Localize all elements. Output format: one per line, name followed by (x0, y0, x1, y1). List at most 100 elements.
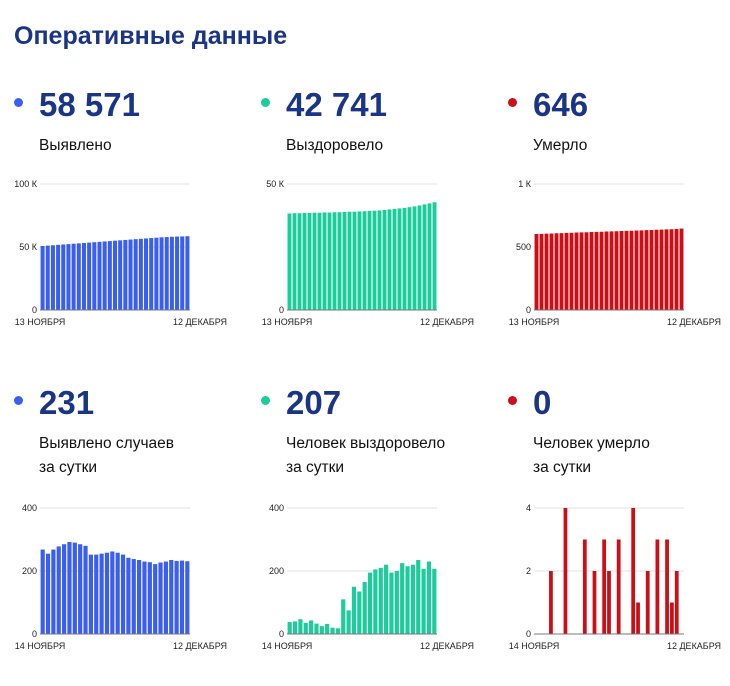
bar (154, 237, 159, 310)
bar (81, 242, 86, 310)
bar (153, 564, 158, 634)
bar (332, 212, 337, 310)
bar (579, 232, 584, 310)
y-tick-label: 2 (526, 566, 531, 576)
deaths-daily-chart: 0 2 4 14 НОЯБРЯ 12 ДЕКАБРЯ (508, 503, 722, 666)
bar (619, 230, 624, 310)
bar (307, 212, 312, 310)
bar (72, 542, 77, 634)
bar (120, 554, 126, 634)
bar (549, 233, 554, 310)
x-end-label: 12 ДЕКАБРЯ (173, 317, 227, 327)
y-tick-label: 4 (526, 503, 531, 513)
bar (427, 203, 432, 310)
bar (417, 205, 422, 310)
deaths-total-value: 646 (533, 86, 589, 123)
bar (631, 508, 636, 634)
bar (352, 211, 357, 310)
bar (335, 628, 340, 634)
bar (128, 239, 133, 310)
y-tick-label: 200 (269, 566, 284, 576)
bar (137, 559, 142, 634)
bar (384, 564, 389, 634)
bar (362, 582, 367, 634)
bar (670, 602, 674, 634)
y-tick-label: 100 К (14, 179, 38, 189)
bar (298, 619, 303, 634)
bar (83, 545, 88, 634)
deaths-daily-label: Человек умерло за сутки (533, 435, 650, 476)
recovered-daily-label: Человек выздоровело за сутки (286, 435, 446, 476)
bar (655, 539, 660, 634)
bar (126, 557, 131, 634)
y-tick-label: 0 (32, 629, 37, 639)
bar (674, 571, 679, 634)
bar (51, 549, 56, 634)
x-end-label: 12 ДЕКАБРЯ (420, 641, 474, 651)
recovered-daily-value: 207 (286, 384, 342, 421)
stat-card-recovered: 42 741 Выздоровело 0 50 К 13 НОЯБРЯ 12 ДЕКА… (261, 88, 491, 388)
bar (432, 568, 437, 634)
bar (309, 620, 314, 634)
bar (564, 232, 569, 310)
bar (377, 210, 382, 310)
bar (426, 561, 432, 634)
bar (534, 234, 539, 310)
bar (175, 236, 180, 310)
recovered-dot-icon (261, 98, 270, 107)
bar (410, 564, 415, 634)
bar (607, 571, 611, 634)
bar (584, 232, 589, 310)
detected-total-chart: 0 50 К 100 К 13 НОЯБРЯ 12 ДЕКАБРЯ (14, 179, 228, 342)
deaths-dot-icon (508, 98, 517, 107)
bar (322, 212, 327, 310)
bar (649, 229, 654, 310)
bar (159, 237, 164, 310)
bar (357, 211, 362, 310)
x-start-label: 14 НОЯБРЯ (15, 641, 66, 651)
bar (412, 206, 417, 310)
bar (634, 230, 639, 310)
bar (88, 554, 93, 634)
recovered-total-chart: 0 50 К 13 НОЯБРЯ 12 ДЕКАБРЯ (261, 179, 475, 342)
x-start-label: 13 НОЯБРЯ (262, 317, 313, 327)
bar (614, 231, 619, 310)
bar (346, 610, 351, 634)
detected-dot-icon (14, 98, 23, 107)
bar (66, 244, 71, 310)
bar (382, 209, 387, 310)
bar (327, 212, 332, 310)
stat-card-detected-daily: 231 Выявлено случаев за сутки 0 200 400 14 … (14, 386, 244, 686)
bar (341, 599, 346, 634)
bar (636, 602, 640, 634)
bar (179, 560, 185, 634)
deaths-total-chart-svg: 0 500 1 К 13 НОЯБРЯ 12 ДЕКАБРЯ (509, 179, 721, 327)
y-tick-label: 0 (526, 305, 531, 315)
detected-daily-chart: 0 200 400 14 НОЯБРЯ 12 ДЕКАБРЯ (14, 503, 228, 666)
detected-daily-label: Выявлено случаев за сутки (39, 435, 174, 476)
y-tick-label: 0 (526, 629, 531, 639)
bar (40, 549, 45, 634)
bar (56, 244, 61, 310)
x-end-label: 12 ДЕКАБРЯ (173, 641, 227, 651)
bar (602, 539, 607, 634)
bar (61, 244, 66, 310)
bar (392, 208, 397, 310)
bar (99, 553, 104, 634)
bar (389, 572, 394, 634)
deaths-daily-chart-svg: 0 2 4 14 НОЯБРЯ 12 ДЕКАБРЯ (509, 503, 721, 651)
bar (303, 622, 308, 634)
bar (407, 207, 412, 310)
bar (158, 562, 163, 634)
x-end-label: 12 ДЕКАБРЯ (667, 641, 721, 651)
bar (131, 559, 136, 634)
bar (574, 232, 579, 310)
bar (549, 571, 553, 634)
bar (357, 591, 362, 634)
bar (421, 568, 426, 634)
bar (563, 508, 568, 634)
bar (67, 542, 72, 634)
deaths-daily-value: 0 (533, 384, 552, 421)
recovered-daily-chart-svg: 0 200 400 14 НОЯБРЯ 12 ДЕКАБРЯ (262, 503, 474, 651)
bar (559, 233, 564, 310)
